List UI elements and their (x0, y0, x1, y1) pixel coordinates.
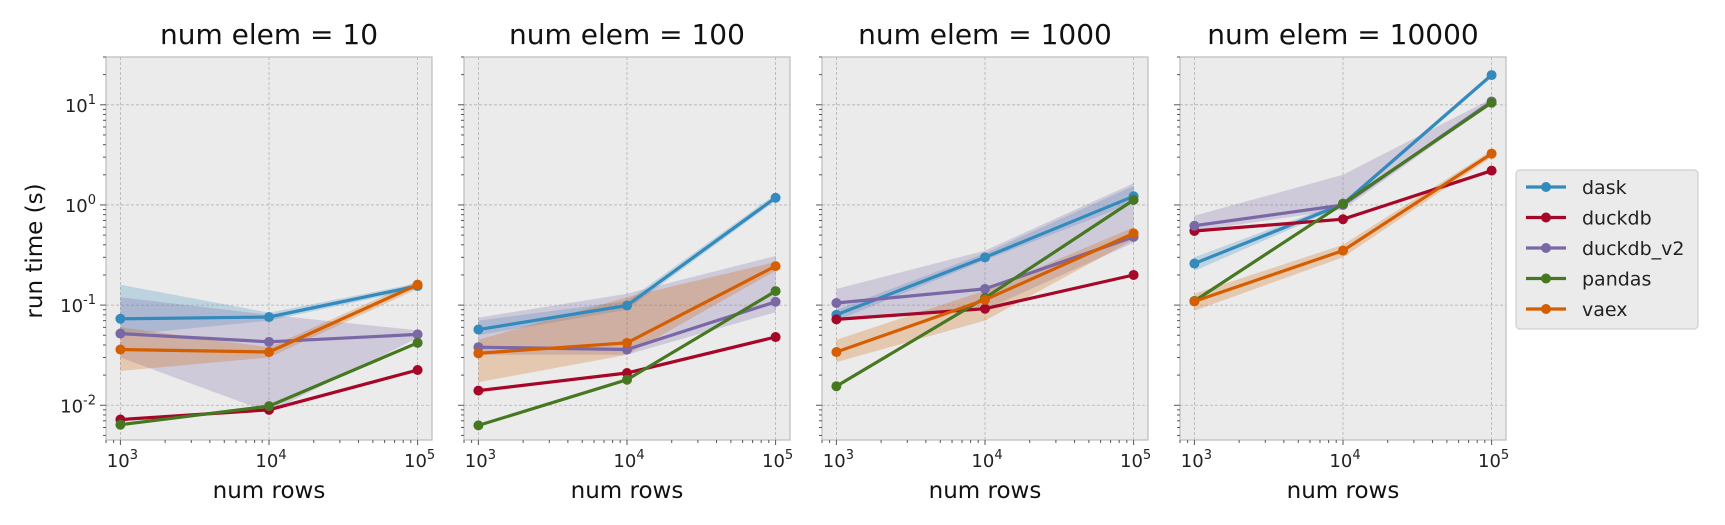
legend-label: duckdb (1582, 208, 1652, 230)
data-point-duckdb_v2 (412, 329, 423, 340)
data-point-duckdb (831, 314, 842, 325)
data-point-pandas (473, 420, 484, 431)
data-point-duckdb_v2 (831, 297, 842, 308)
data-point-vaex (115, 344, 126, 355)
panel-title: num elem = 100 (509, 18, 745, 51)
data-point-pandas (412, 337, 423, 348)
data-point-dask (1486, 70, 1497, 81)
legend-marker (1541, 304, 1551, 314)
data-point-duckdb (412, 364, 423, 375)
panel-2: 103 104 105 num elem = 100 num rows (458, 18, 793, 504)
data-point-pandas (264, 401, 274, 412)
legend-item-pandas: pandas (1526, 269, 1651, 291)
legend-label: vaex (1582, 299, 1628, 321)
panel-1: 103 104 105 10-2 10-1 100 101 num elem = 10 num … (60, 18, 435, 504)
data-point-pandas (622, 374, 632, 385)
x-tick-label: 103 (1181, 448, 1212, 472)
data-point-duckdb (473, 385, 484, 396)
x-tick-label: 103 (107, 448, 138, 472)
data-point-dask (473, 324, 484, 335)
data-point-dask (264, 312, 274, 323)
band-vaex (1194, 150, 1492, 311)
band-vaex (478, 261, 776, 383)
legend-item-duckdb: duckdb (1526, 208, 1652, 230)
y-tick-label: 10-2 (60, 393, 96, 417)
data-point-vaex (770, 261, 781, 272)
band-dask (120, 283, 418, 336)
x-axis-label: num rows (213, 478, 326, 504)
x-tick-label: 104 (613, 448, 644, 472)
x-tick-label: 105 (404, 448, 435, 472)
band-duckdb_v2 (1194, 98, 1492, 231)
panel-title: num elem = 10 (160, 18, 378, 51)
data-point-vaex (831, 347, 842, 358)
data-point-dask (1189, 258, 1200, 269)
band-vaex (120, 280, 418, 371)
data-point-duckdb_v2 (1189, 220, 1200, 231)
legend-label: pandas (1582, 269, 1651, 291)
data-point-vaex (412, 279, 423, 290)
data-point-pandas (1486, 97, 1497, 108)
data-point-dask (980, 252, 990, 263)
legend-label: dask (1582, 177, 1627, 199)
legend-item-dask: dask (1526, 177, 1627, 199)
data-point-vaex (473, 348, 484, 359)
data-point-duckdb (1128, 269, 1139, 280)
x-tick-label: 104 (971, 448, 1002, 472)
data-point-duckdb (1338, 214, 1348, 225)
x-tick-label: 103 (465, 448, 496, 472)
x-tick-label: 103 (823, 448, 854, 472)
data-point-vaex (980, 294, 990, 305)
data-point-dask (622, 300, 632, 311)
x-tick-label: 104 (255, 448, 286, 472)
panels: 103 104 105 10-2 10-1 100 101 num elem = 10 num … (60, 18, 1509, 504)
data-point-vaex (1128, 228, 1139, 239)
x-tick-label: 105 (1478, 448, 1509, 472)
legend-box (1515, 169, 1699, 330)
data-point-vaex (1189, 296, 1200, 307)
x-axis-label: num rows (1287, 478, 1400, 504)
y-tick-label: 101 (65, 93, 96, 117)
x-tick-label: 105 (1120, 448, 1151, 472)
legend-label: duckdb_v2 (1582, 238, 1685, 260)
y-tick-label: 100 (65, 193, 96, 217)
data-point-pandas (831, 381, 842, 392)
panel-3: 103 104 105 num elem = 1000 num rows (816, 18, 1151, 504)
data-point-vaex (264, 347, 274, 358)
data-point-vaex (1338, 245, 1348, 256)
data-point-pandas (115, 419, 126, 430)
legend-item-duckdb_v2: duckdb_v2 (1526, 238, 1685, 260)
x-axis-label: num rows (929, 478, 1042, 504)
panel-title: num elem = 1000 (858, 18, 1112, 51)
y-tick-label: 10-1 (60, 293, 96, 317)
data-point-duckdb (1486, 165, 1497, 176)
data-point-duckdb_v2 (980, 283, 990, 294)
x-tick-label: 104 (1329, 448, 1360, 472)
panel-4: 103 104 105 num elem = 10000 num rows (1174, 18, 1509, 504)
data-point-vaex (622, 337, 632, 348)
data-point-pandas (1338, 198, 1348, 209)
data-point-pandas (770, 286, 781, 297)
data-point-duckdb_v2 (770, 296, 781, 307)
x-axis-label: num rows (571, 478, 684, 504)
data-point-vaex (1486, 148, 1497, 159)
legend-marker (1541, 212, 1551, 223)
legend-marker (1541, 243, 1551, 253)
data-point-duckdb (770, 332, 781, 343)
x-tick-label: 105 (762, 448, 793, 472)
data-point-duckdb (980, 303, 990, 314)
data-point-dask (115, 313, 126, 324)
data-point-duckdb_v2 (264, 336, 274, 347)
data-point-pandas (1128, 195, 1139, 206)
data-point-duckdb_v2 (115, 328, 126, 339)
legend-marker (1541, 182, 1551, 192)
legend-item-vaex: vaex (1526, 299, 1628, 321)
data-point-dask (770, 192, 781, 203)
y-axis-label: run time (s) (22, 183, 48, 318)
panel-title: num elem = 10000 (1207, 18, 1479, 51)
legend-marker (1541, 273, 1551, 284)
